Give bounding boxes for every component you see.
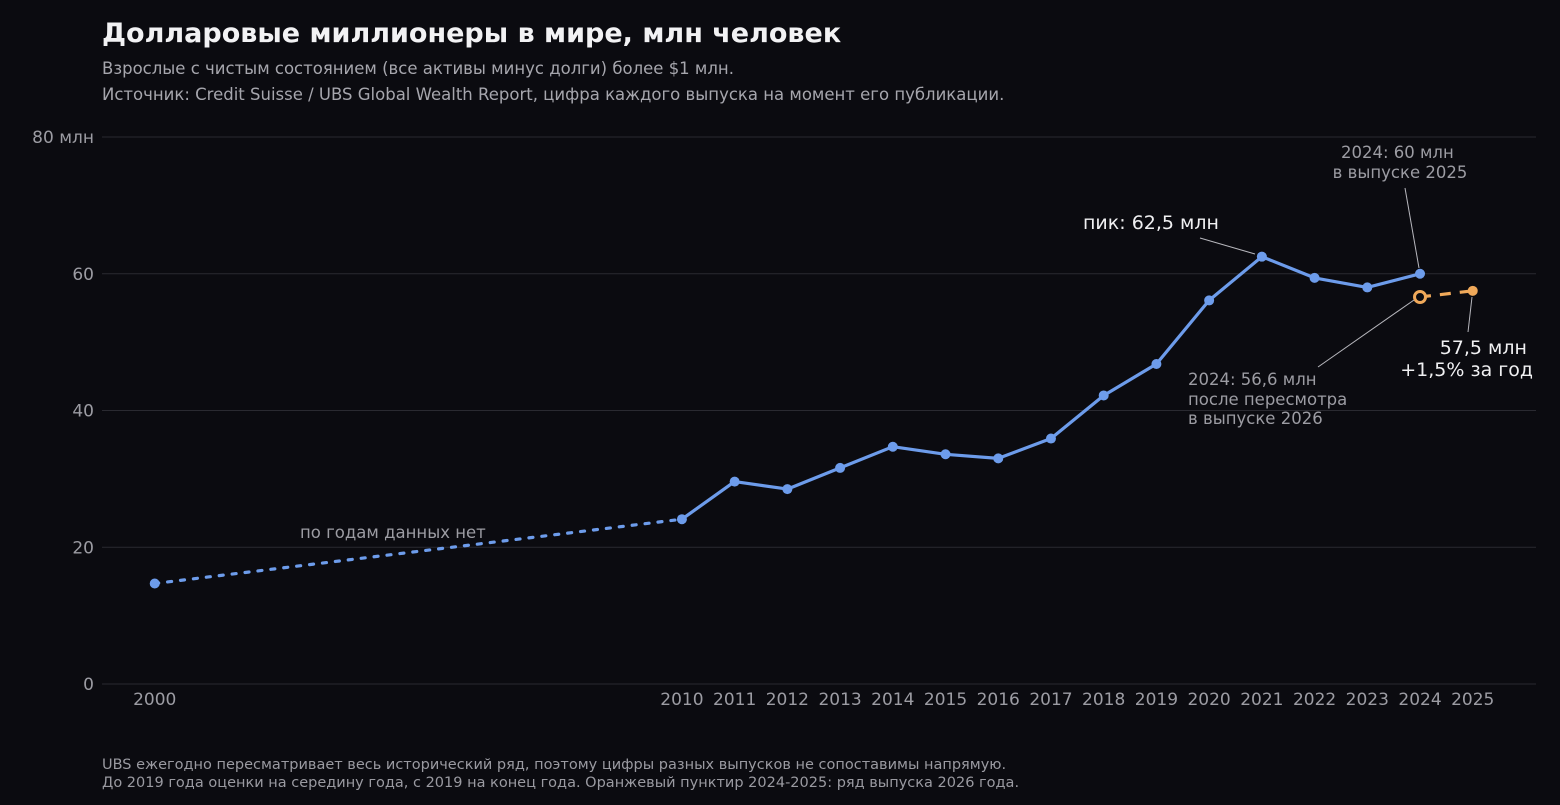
data-point	[1362, 282, 1373, 293]
annotation-revised-line3: в выпуске 2026	[1188, 409, 1323, 428]
grid-lines	[102, 136, 1536, 685]
x-tick-label: 2012	[766, 690, 809, 710]
y-tick-label: 20	[72, 538, 94, 558]
data-point	[1415, 268, 1426, 279]
x-tick-label: 2020	[1187, 690, 1230, 710]
chart-subtitle: Взрослые с чистым состоянием (все активы…	[102, 59, 734, 78]
annotations: по годам данных нет пик: 62,5 млн 2024: …	[300, 143, 1533, 542]
y-axis-ticks: 0 20 40 60 80 млн	[32, 128, 94, 695]
annotation-revised: 2024: 56,6 млн после пересмотра в выпуск…	[1188, 370, 1353, 428]
x-tick-label: 2015	[924, 690, 967, 710]
annotation-revised-line2: после пересмотра	[1188, 390, 1347, 409]
data-point	[782, 484, 793, 495]
annotation-gap: по годам данных нет	[300, 523, 486, 542]
data-point	[676, 514, 687, 525]
x-tick-label: 2022	[1293, 690, 1336, 710]
footnote-line1: UBS ежегодно пересматривает весь историч…	[102, 757, 1007, 773]
data-point	[993, 453, 1004, 464]
series-points	[149, 251, 1478, 589]
data-point	[1309, 272, 1320, 283]
y-tick-label: 40	[72, 402, 94, 422]
footnote-line2: До 2019 года оценки на середину года, с …	[102, 775, 1020, 791]
data-point-revised	[1413, 289, 1428, 304]
data-point	[1098, 390, 1109, 401]
x-tick-label: 2025	[1451, 690, 1494, 710]
annotation-latest-line2: +1,5% за год	[1400, 359, 1533, 381]
series-line-dotted	[153, 517, 684, 586]
leader-latest	[1467, 296, 1473, 333]
y-tick-label: 0	[83, 675, 94, 695]
data-point	[1045, 433, 1056, 444]
annotation-report2025: 2024: 60 млн в выпуске 2025	[1333, 143, 1468, 182]
annotation-latest-line1: 57,5 млн	[1440, 337, 1527, 359]
x-tick-label: 2011	[713, 690, 756, 710]
leader-report2025	[1404, 187, 1420, 269]
x-tick-label: 2014	[871, 690, 914, 710]
y-tick-label: 80 млн	[32, 128, 94, 148]
series-line-dashed	[1419, 289, 1473, 299]
x-tick-label: 2023	[1346, 690, 1389, 710]
leader-peak	[1199, 237, 1256, 255]
data-point	[1204, 295, 1215, 306]
annotation-revised-line1: 2024: 56,6 млн	[1188, 370, 1317, 389]
x-tick-label: 2016	[977, 690, 1020, 710]
x-tick-label: 2021	[1240, 690, 1283, 710]
data-point	[940, 449, 951, 460]
data-point	[835, 462, 846, 473]
x-tick-label: 2000	[133, 690, 176, 710]
x-tick-label: 2017	[1029, 690, 1072, 710]
annotation-report2025-line2: в выпуске 2025	[1333, 163, 1468, 182]
x-tick-label: 2018	[1082, 690, 1125, 710]
data-point	[1256, 251, 1267, 262]
annotation-peak: пик: 62,5 млн	[1083, 212, 1219, 234]
x-tick-label: 2010	[660, 690, 703, 710]
data-point	[1151, 359, 1162, 370]
y-tick-label: 60	[72, 265, 94, 285]
data-point	[1467, 285, 1478, 296]
data-point	[149, 578, 160, 589]
annotation-latest: 57,5 млн +1,5% за год	[1400, 337, 1533, 381]
x-tick-label: 2019	[1135, 690, 1178, 710]
x-axis-ticks: 2000 2010 2011 2012 2013 2014 2015 2016 2017 2018…	[133, 690, 1494, 710]
data-point	[729, 476, 740, 487]
chart-title: Долларовые миллионеры в мире, млн челове…	[102, 18, 842, 49]
leader-revised	[1317, 299, 1415, 368]
x-tick-label: 2013	[818, 690, 861, 710]
data-point	[887, 441, 898, 452]
x-tick-label: 2024	[1398, 690, 1441, 710]
chart-source: Источник: Credit Suisse / UBS Global Wea…	[102, 85, 1005, 104]
annotation-report2025-line1: 2024: 60 млн	[1341, 143, 1454, 162]
